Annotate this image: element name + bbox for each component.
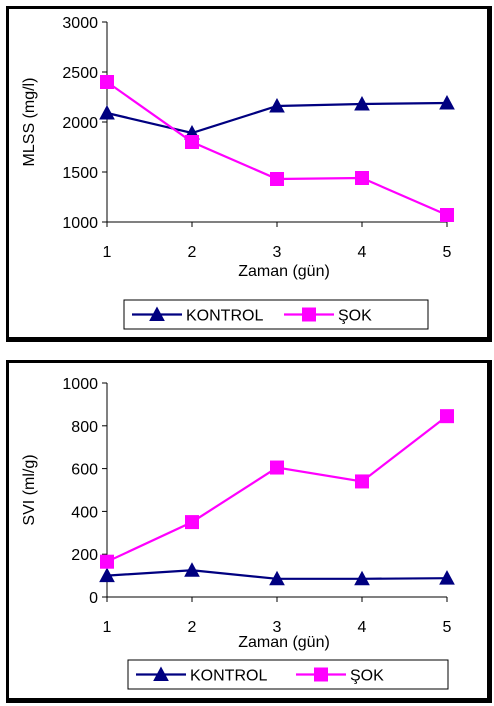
data-point (354, 95, 370, 111)
y-axis-label: SVI (ml/g) (21, 454, 38, 525)
data-point (270, 172, 284, 186)
y-tick-label: 600 (71, 462, 98, 479)
x-tick-label: 2 (188, 619, 197, 636)
legend-marker (314, 667, 328, 682)
legend-marker (153, 666, 169, 681)
data-point (99, 567, 115, 583)
legend-entry-label: ŞOK (350, 668, 384, 685)
y-tick-label: 800 (71, 419, 98, 436)
data-point (269, 97, 285, 113)
svi-chart-panel (6, 360, 492, 703)
data-point (439, 570, 455, 585)
y-axis-label: MLSS (mg/l) (21, 78, 38, 167)
y-tick-label: 0 (89, 590, 98, 607)
data-point (355, 171, 369, 185)
x-tick-label: 4 (358, 244, 367, 261)
mlss-chart-panel (6, 6, 492, 342)
x-tick-label: 3 (273, 244, 282, 261)
series-line-şok (106, 415, 448, 563)
data-point (99, 104, 115, 120)
data-point (100, 554, 114, 569)
x-tick-label: 1 (103, 619, 112, 636)
legend-entry-label: KONTROL (190, 668, 267, 685)
data-point (184, 562, 200, 577)
data-point (185, 135, 199, 149)
data-point (269, 570, 285, 586)
y-tick-label: 1500 (62, 165, 98, 182)
data-point (100, 75, 114, 89)
y-tick-label: 200 (71, 547, 98, 564)
legend-entry-label: KONTROL (186, 308, 263, 325)
data-point (355, 474, 369, 489)
y-tick-label: 1000 (62, 215, 98, 232)
data-point (440, 208, 454, 222)
x-tick-label: 5 (443, 244, 452, 261)
legend-entry-label: ŞOK (338, 308, 372, 325)
y-tick-label: 1000 (62, 376, 98, 393)
x-tick-label: 3 (273, 619, 282, 636)
x-tick-label: 5 (443, 619, 452, 636)
x-axis-label: Zaman (gün) (238, 634, 330, 651)
legend-marker (149, 306, 165, 321)
x-axis-label: Zaman (gün) (238, 263, 330, 280)
y-tick-label: 2500 (62, 65, 98, 82)
data-point (270, 460, 284, 475)
x-tick-label: 4 (358, 619, 367, 636)
y-tick-label: 2000 (62, 115, 98, 132)
x-tick-label: 1 (103, 244, 112, 261)
y-tick-label: 400 (71, 504, 98, 521)
data-point (439, 94, 455, 110)
y-tick-label: 3000 (62, 15, 98, 32)
x-tick-label: 2 (188, 244, 197, 261)
data-point (354, 570, 370, 586)
data-point (185, 515, 199, 530)
legend-marker (302, 307, 316, 322)
data-point (440, 409, 454, 424)
